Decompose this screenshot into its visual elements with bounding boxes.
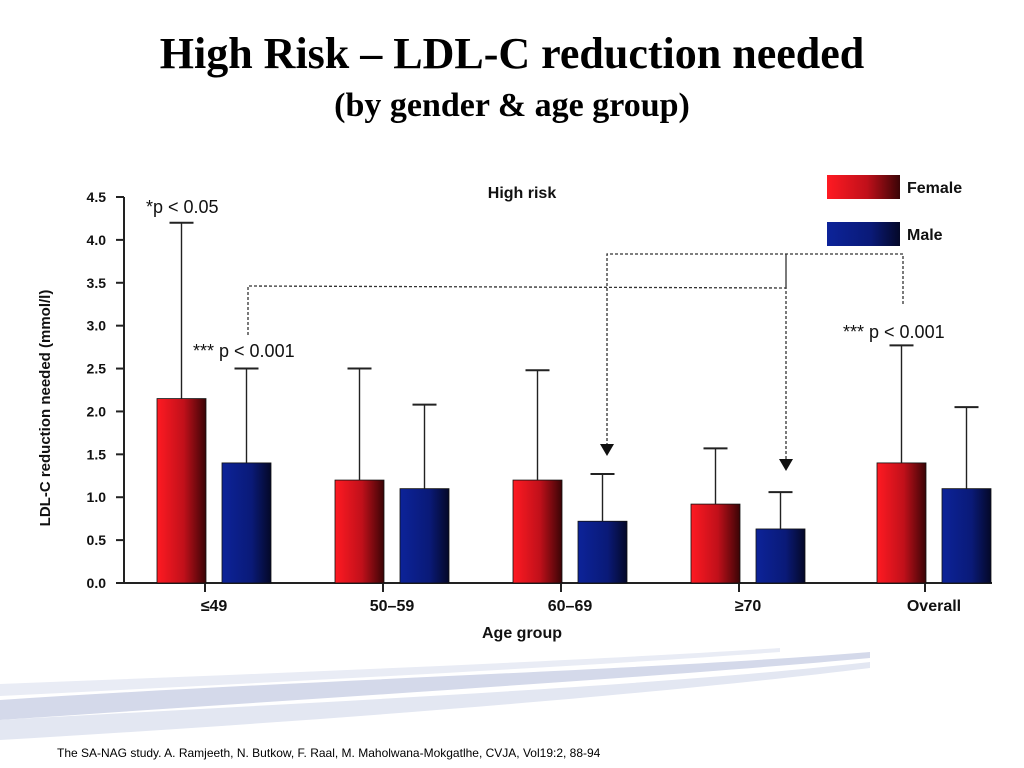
bracket-age-49	[247, 285, 787, 460]
bar-male	[941, 488, 992, 584]
bar-female	[512, 479, 563, 584]
bar-female	[876, 462, 927, 584]
x-tick-label: ≥70	[735, 598, 762, 615]
y-axis-label: LDL-C reduction needed (mmol/l)	[37, 290, 54, 527]
arrow-60-69	[600, 444, 614, 456]
legend-label-female: Female	[907, 180, 962, 197]
y-tick-label: 1.5	[87, 446, 107, 462]
y-tick-label: 2.5	[87, 361, 107, 377]
legend-label-male: Male	[907, 227, 943, 244]
bar-male	[221, 462, 272, 584]
decorative-swoosh	[0, 648, 870, 740]
x-ticks: ≤49 50–59 60–69 ≥70 Overall	[201, 583, 961, 615]
bar-female	[156, 398, 207, 584]
x-tick-label: ≤49	[201, 598, 228, 615]
bar-male	[755, 528, 806, 584]
y-tick-label: 4.0	[87, 232, 107, 248]
y-tick-label: 3.5	[87, 275, 107, 291]
y-tick-label: 1.0	[87, 489, 107, 505]
legend-swatch-male	[827, 222, 900, 246]
x-tick-label: 50–59	[370, 598, 415, 615]
bar-male	[577, 520, 628, 584]
citation: The SA-NAG study. A. Ramjeeth, N. Butkow…	[57, 746, 601, 760]
slide-title: High Risk – LDL-C reduction needed	[159, 29, 865, 78]
y-tick-label: 0.0	[87, 575, 107, 591]
p-value-annotation-2: *** p < 0.001	[193, 341, 295, 361]
x-tick-label: Overall	[907, 598, 961, 615]
comparison-brackets	[247, 253, 904, 471]
p-value-annotation-3: *** p < 0.001	[843, 322, 945, 342]
y-ticks: 0.0 0.5 1.0 1.5 2.0 2.5 3.0 3.5 4.0 4.5	[87, 189, 124, 591]
bar-male	[399, 488, 450, 584]
x-axis-label: Age group	[482, 625, 562, 642]
slide-subtitle: (by gender & age group)	[334, 87, 690, 124]
bars	[156, 221, 992, 584]
y-tick-label: 0.5	[87, 532, 107, 548]
y-tick-label: 2.0	[87, 403, 107, 419]
bar-female	[690, 503, 741, 584]
legend-swatch-female	[827, 175, 900, 199]
bar-female	[334, 479, 385, 584]
p-value-annotation-1: *p < 0.05	[146, 197, 219, 217]
x-tick-label: 60–69	[548, 598, 593, 615]
arrow-70	[779, 459, 793, 471]
bracket-overall	[606, 253, 904, 445]
chart-title: High risk	[488, 185, 557, 202]
y-tick-label: 4.5	[87, 189, 107, 205]
legend: Female Male	[827, 175, 962, 246]
y-tick-label: 3.0	[87, 318, 107, 334]
